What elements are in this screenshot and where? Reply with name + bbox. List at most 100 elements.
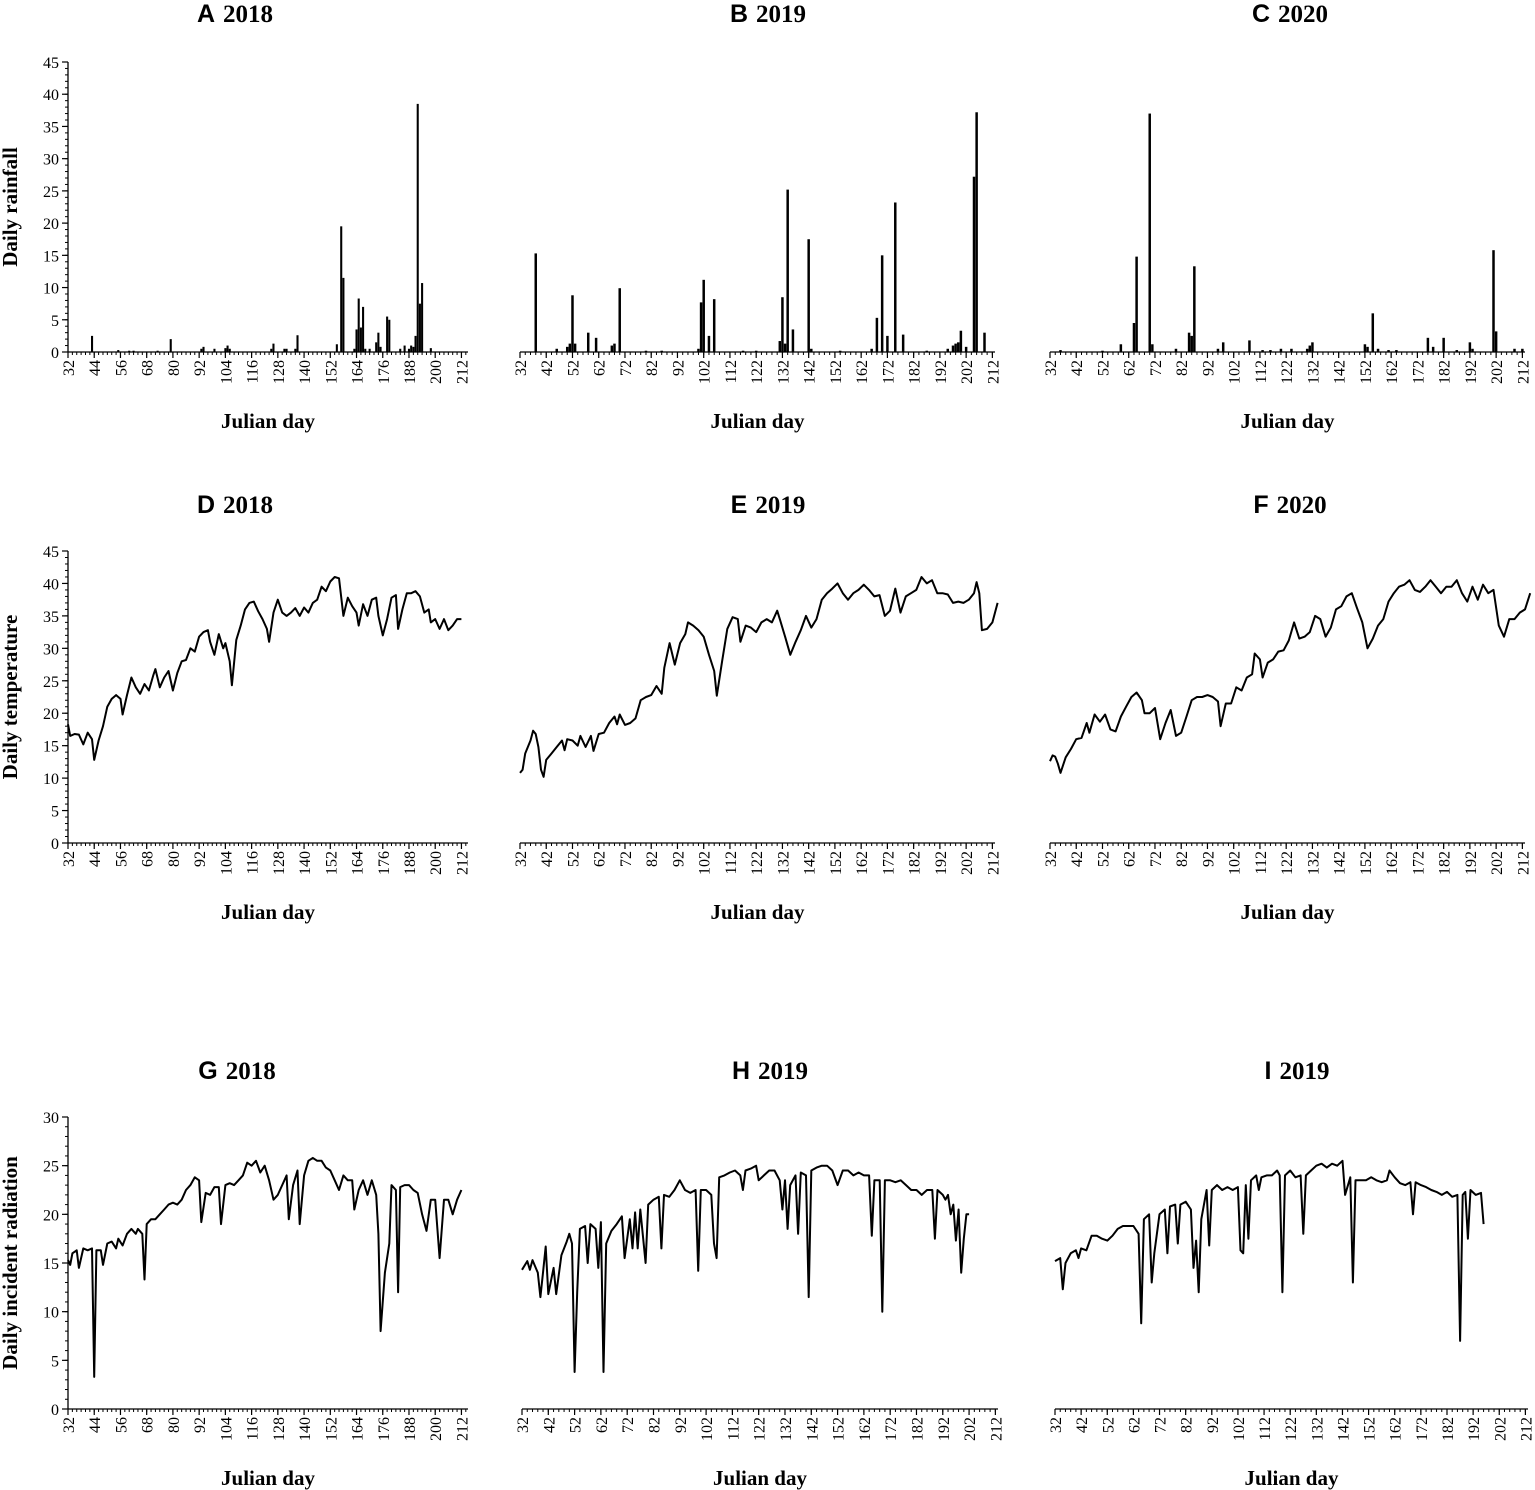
x-tick-label: 112 [1257,1417,1274,1440]
x-tick-label: 152 [831,1417,848,1441]
rainfall-bar [894,202,897,352]
x-tick-label: 164 [350,360,367,384]
y-tick-label: 5 [51,313,59,330]
y-tick-label: 20 [43,216,59,233]
x-tick-label: 122 [752,1417,769,1441]
x-tick-label: 212 [1515,360,1532,384]
x-tick-label: 102 [697,360,714,384]
panel-c: C 2020 32 42 52 62 72 82 92 102 112 122 132 142 152 162… [1043,0,1532,433]
y-tick-label: 5 [51,1353,59,1370]
y-tick-label: 30 [43,1110,59,1127]
rainfall-bar [1148,113,1151,352]
panel-a: A 2018 0 5 10 15 20 25 30 35 40 45 Daily rainfall 32 4… [0,0,471,433]
rainfall-bar [660,350,663,352]
rainfall-bar [959,330,963,352]
rainfall-bar [128,350,131,352]
rainfall-bar [707,335,711,352]
y-tick-label: 10 [43,771,59,788]
panel-title: C 2020 [1252,0,1328,28]
x-tick-label: 128 [271,851,288,875]
x-tick-label: 132 [775,851,792,875]
rainfall-bar [1395,350,1398,352]
rainfall-bar [810,348,813,352]
x-tick-label: 32 [1043,851,1060,867]
x-tick-label: 116 [245,851,262,874]
rainfall-bar [335,344,338,352]
x-tick-label: 172 [880,360,897,384]
x-tick-label: 182 [1437,360,1454,384]
panel-year: 2018 [223,492,273,519]
x-tick-label: 152 [1358,360,1375,384]
x-tick-label: 212 [1518,1417,1535,1441]
x-tick-label: 112 [725,1417,742,1440]
x-axis-label: Julian day [221,1466,315,1490]
rainfall-bar [364,348,367,352]
rainfall-bar [1366,346,1369,352]
y-tick-label: 20 [43,706,59,723]
x-tick-label: 92 [670,851,687,867]
x-tick-label: 102 [1227,851,1244,875]
x-tick-label: 32 [513,851,530,867]
rainfall-bar [226,345,229,352]
x-tick-label: 142 [804,1417,821,1441]
x-tick-label: 212 [985,360,1002,384]
rainfall-bar [357,298,360,352]
x-axis-label: Julian day [221,900,315,924]
x-tick-label: 122 [749,360,766,384]
panel-d: D 2018 0 5 10 15 20 25 30 35 40 45 Daily temperature… [0,491,471,924]
rainfall-bar [791,329,795,352]
x-tick-label: 102 [699,1417,716,1441]
x-tick-label: 200 [428,1417,445,1441]
x-tick-label: 112 [1253,851,1270,874]
x-tick-label: 116 [245,360,262,383]
x-tick-label: 92 [1200,360,1217,376]
rainfall-bar [699,302,703,352]
x-tick-label: 202 [962,1417,979,1441]
rainfall-bar [975,112,978,353]
y-tick-label: 30 [43,152,59,169]
x-tick-label: 82 [644,851,661,867]
x-tick-label: 56 [113,1417,130,1433]
x-tick-label: 132 [1305,851,1322,875]
rainfall-bar [1376,348,1380,352]
x-tick-label: 52 [568,1417,585,1433]
x-tick-label: 152 [1362,1417,1379,1441]
x-tick-label: 172 [880,851,897,875]
rainfall-bar [285,348,288,352]
rainfall-bar [379,346,382,352]
x-tick-label: 164 [350,1417,367,1441]
rainfall-bar [712,299,716,352]
rainfall-bar [957,342,960,352]
y-axis-label: Daily rainfall [0,147,22,267]
rainfall-bar [644,350,648,352]
series-line [1049,579,1532,774]
y-tick-label: 35 [43,609,59,626]
x-tick-label: 152 [323,360,340,384]
panel-title: A 2018 [197,0,273,28]
x-tick-label: 182 [907,360,924,384]
rainfall-bar [786,189,789,352]
rainfall-bar [697,348,700,352]
x-tick-label: 202 [959,360,976,384]
x-tick-label: 152 [828,360,845,384]
rainfall-bar [741,350,745,352]
x-tick-label: 92 [673,1417,690,1433]
rainfall-bar [1261,350,1264,352]
panel-title: G 2018 [198,1057,275,1085]
x-tick-label: 82 [646,1417,663,1433]
rainfall-bar [754,350,758,352]
rainfall-bar [946,348,950,352]
panel-i: I 2019 32 42 52 62 72 82 92 102 112 122 132 142 152 162… [1048,1057,1535,1490]
panel-letter: B [730,0,748,28]
x-tick-label: 182 [907,851,924,875]
x-tick-label: 132 [775,360,792,384]
x-tick-label: 92 [1200,851,1217,867]
rainfall-bar [418,303,421,352]
rainfall-bar [429,348,432,352]
y-axis-label: Daily incident radiation [0,1156,22,1370]
x-tick-label: 162 [854,360,871,384]
x-tick-label: 104 [218,851,235,875]
panel-year: 2019 [758,1058,808,1085]
x-tick-label: 80 [166,1417,183,1433]
rainfall-bar [340,226,343,352]
